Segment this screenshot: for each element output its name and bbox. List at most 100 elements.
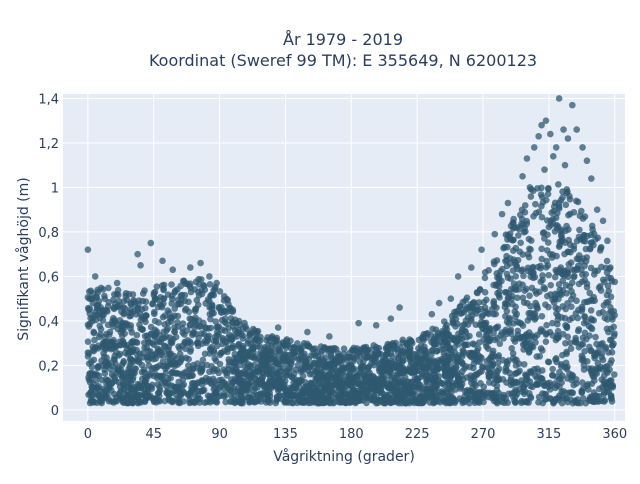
scatter-point — [86, 369, 94, 377]
scatter-point — [489, 361, 497, 369]
scatter-point — [396, 304, 403, 311]
scatter-point — [527, 382, 534, 390]
scatter-point — [137, 261, 144, 269]
scatter-point — [477, 305, 485, 313]
scatter-point — [337, 380, 345, 388]
scatter-point — [398, 390, 406, 398]
scatter-point — [588, 397, 595, 405]
scatter-point — [98, 399, 105, 407]
scatter-point — [583, 157, 591, 165]
scatter-point — [118, 361, 126, 369]
scatter-point — [543, 321, 550, 329]
scatter-point — [454, 273, 462, 280]
scatter-point — [602, 345, 609, 352]
scatter-point — [251, 327, 258, 334]
scatter-point — [480, 388, 487, 396]
scatter-point — [194, 339, 201, 346]
scatter-point — [583, 318, 590, 325]
scatter-point — [206, 273, 213, 280]
scatter-point — [214, 342, 221, 350]
y-tick-label: 0,2 — [38, 359, 59, 374]
scatter-point — [134, 399, 142, 406]
scatter-point — [526, 292, 533, 300]
scatter-point — [281, 377, 289, 385]
scatter-point — [84, 304, 92, 312]
scatter-point — [587, 347, 595, 354]
scatter-point — [554, 181, 562, 188]
scatter-point — [266, 377, 273, 385]
scatter-point — [576, 226, 583, 234]
scatter-point — [167, 374, 174, 382]
scatter-point — [561, 314, 569, 322]
scatter-point — [573, 297, 580, 305]
scatter-point — [532, 209, 540, 217]
scatter-point — [183, 373, 191, 380]
scatter-point — [162, 369, 170, 377]
scatter-point — [84, 246, 92, 254]
scatter-point — [157, 302, 165, 309]
scatter-point — [154, 381, 162, 388]
scatter-point — [163, 389, 171, 397]
scatter-point — [111, 374, 119, 382]
scatter-point — [223, 320, 230, 327]
scatter-point — [234, 389, 242, 396]
scatter-point — [475, 399, 483, 406]
scatter-point — [213, 323, 221, 331]
scatter-point — [428, 392, 436, 400]
scatter-point — [84, 353, 92, 360]
scatter-point — [199, 356, 207, 364]
scatter-point — [156, 331, 163, 339]
scatter-point — [124, 374, 131, 381]
scatter-point — [178, 291, 186, 299]
scatter-point — [468, 264, 475, 271]
scatter-point — [354, 387, 362, 395]
scatter-point — [110, 291, 118, 298]
scatter-point — [524, 299, 531, 307]
scatter-point — [570, 381, 577, 389]
scatter-point — [590, 373, 598, 380]
scatter-point — [301, 379, 309, 386]
scatter-point — [506, 328, 514, 335]
scatter-point — [404, 366, 411, 373]
scatter-point — [519, 341, 527, 348]
scatter-point — [509, 350, 517, 357]
scatter-point — [503, 307, 511, 315]
scatter-point — [445, 343, 453, 351]
scatter-point — [532, 299, 539, 307]
scatter-point — [481, 274, 489, 282]
scatter-point — [537, 278, 545, 286]
scatter-point — [353, 372, 360, 380]
scatter-point — [590, 389, 598, 396]
scatter-point — [558, 237, 566, 245]
scatter-point — [521, 202, 529, 209]
scatter-point — [494, 274, 501, 281]
scatter-point — [573, 237, 581, 245]
scatter-point — [153, 364, 160, 372]
chart-title-line1: År 1979 - 2019 — [283, 30, 403, 49]
scatter-point — [544, 239, 552, 246]
scatter-point — [175, 378, 183, 386]
scatter-point — [555, 199, 563, 207]
scatter-point — [480, 383, 488, 391]
scatter-point — [422, 350, 430, 357]
scatter-point — [463, 294, 471, 302]
scatter-point — [600, 398, 608, 405]
scatter-point — [555, 243, 563, 250]
scatter-point — [213, 279, 220, 287]
x-tick-label: 0 — [84, 427, 92, 442]
scatter-point — [216, 288, 224, 295]
scatter-point — [568, 296, 575, 303]
scatter-point — [206, 345, 214, 352]
scatter-point — [547, 130, 554, 138]
scatter-point — [534, 263, 542, 271]
scatter-point — [158, 351, 166, 359]
scatter-point — [445, 336, 452, 343]
scatter-point — [440, 318, 448, 325]
scatter-point — [89, 317, 96, 325]
scatter-point — [309, 384, 316, 392]
scatter-point — [549, 152, 557, 160]
scatter-point — [564, 248, 572, 256]
scatter-point — [432, 373, 439, 380]
scatter-point — [179, 320, 187, 327]
scatter-point — [506, 369, 514, 377]
